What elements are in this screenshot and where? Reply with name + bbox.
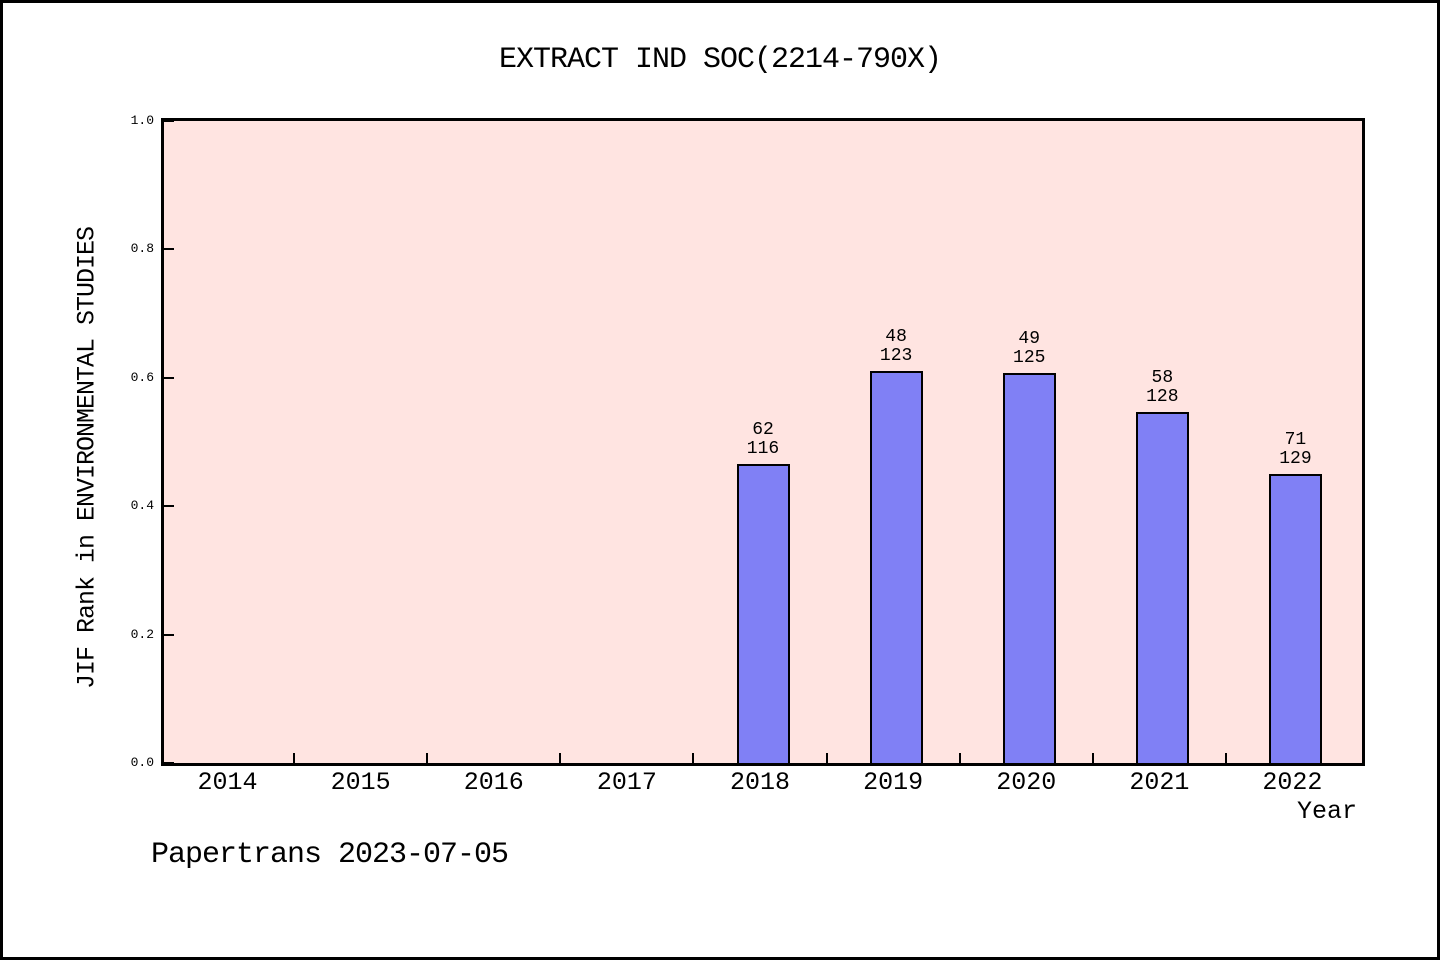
x-tick: [825, 753, 828, 763]
y-tick-label: 0.0: [130, 755, 154, 770]
bar: [1268, 474, 1322, 763]
x-tick: [293, 753, 296, 763]
y-tick-label: 0.8: [130, 241, 154, 257]
bar-value-label: 48 123: [879, 327, 913, 367]
x-tick: [1224, 753, 1227, 763]
x-axis-label: Year: [1296, 797, 1357, 826]
x-tick-label: 2014: [197, 768, 258, 797]
x-tick: [692, 753, 695, 763]
bar: [1002, 372, 1056, 763]
bar-value-label: 71 129: [1279, 430, 1312, 470]
y-tick: [164, 633, 174, 636]
footer-watermark: Papertrans 2023-07-05: [151, 838, 509, 872]
y-tick: [164, 762, 174, 764]
bar: [869, 371, 923, 763]
x-tick-label: 2015: [330, 768, 391, 797]
chart-title: EXTRACT IND SOC(2214-790X): [498, 43, 942, 77]
x-tick-label: 2016: [463, 768, 524, 797]
x-tick: [426, 753, 429, 763]
y-tick-label: 0.4: [130, 498, 154, 514]
y-tick: [164, 120, 174, 122]
x-tick: [1091, 753, 1094, 763]
bar-value-label: 49 125: [1013, 328, 1046, 368]
x-tick-label: 2022: [1262, 768, 1323, 797]
bar: [736, 463, 790, 763]
y-tick: [164, 248, 174, 251]
bar-value-label: 62 116: [746, 419, 780, 459]
y-tick: [164, 376, 174, 379]
y-tick-label: 1.0: [130, 113, 154, 128]
x-tick-label: 2018: [729, 768, 790, 797]
y-axis-label: JIF Rank in ENVIRONMENTAL STUDIES: [72, 226, 102, 690]
x-tick: [559, 753, 562, 763]
x-tick-label: 2019: [863, 768, 924, 797]
x-tick-label: 2020: [996, 768, 1057, 797]
y-tick-label: 0.6: [130, 369, 154, 385]
bar-value-label: 58 128: [1146, 367, 1179, 407]
y-tick-label: 0.2: [130, 626, 154, 642]
bar: [1135, 411, 1189, 763]
x-tick-label: 2017: [596, 768, 657, 797]
x-tick-label: 2021: [1129, 768, 1190, 797]
x-tick: [958, 753, 961, 763]
y-tick: [164, 505, 174, 508]
